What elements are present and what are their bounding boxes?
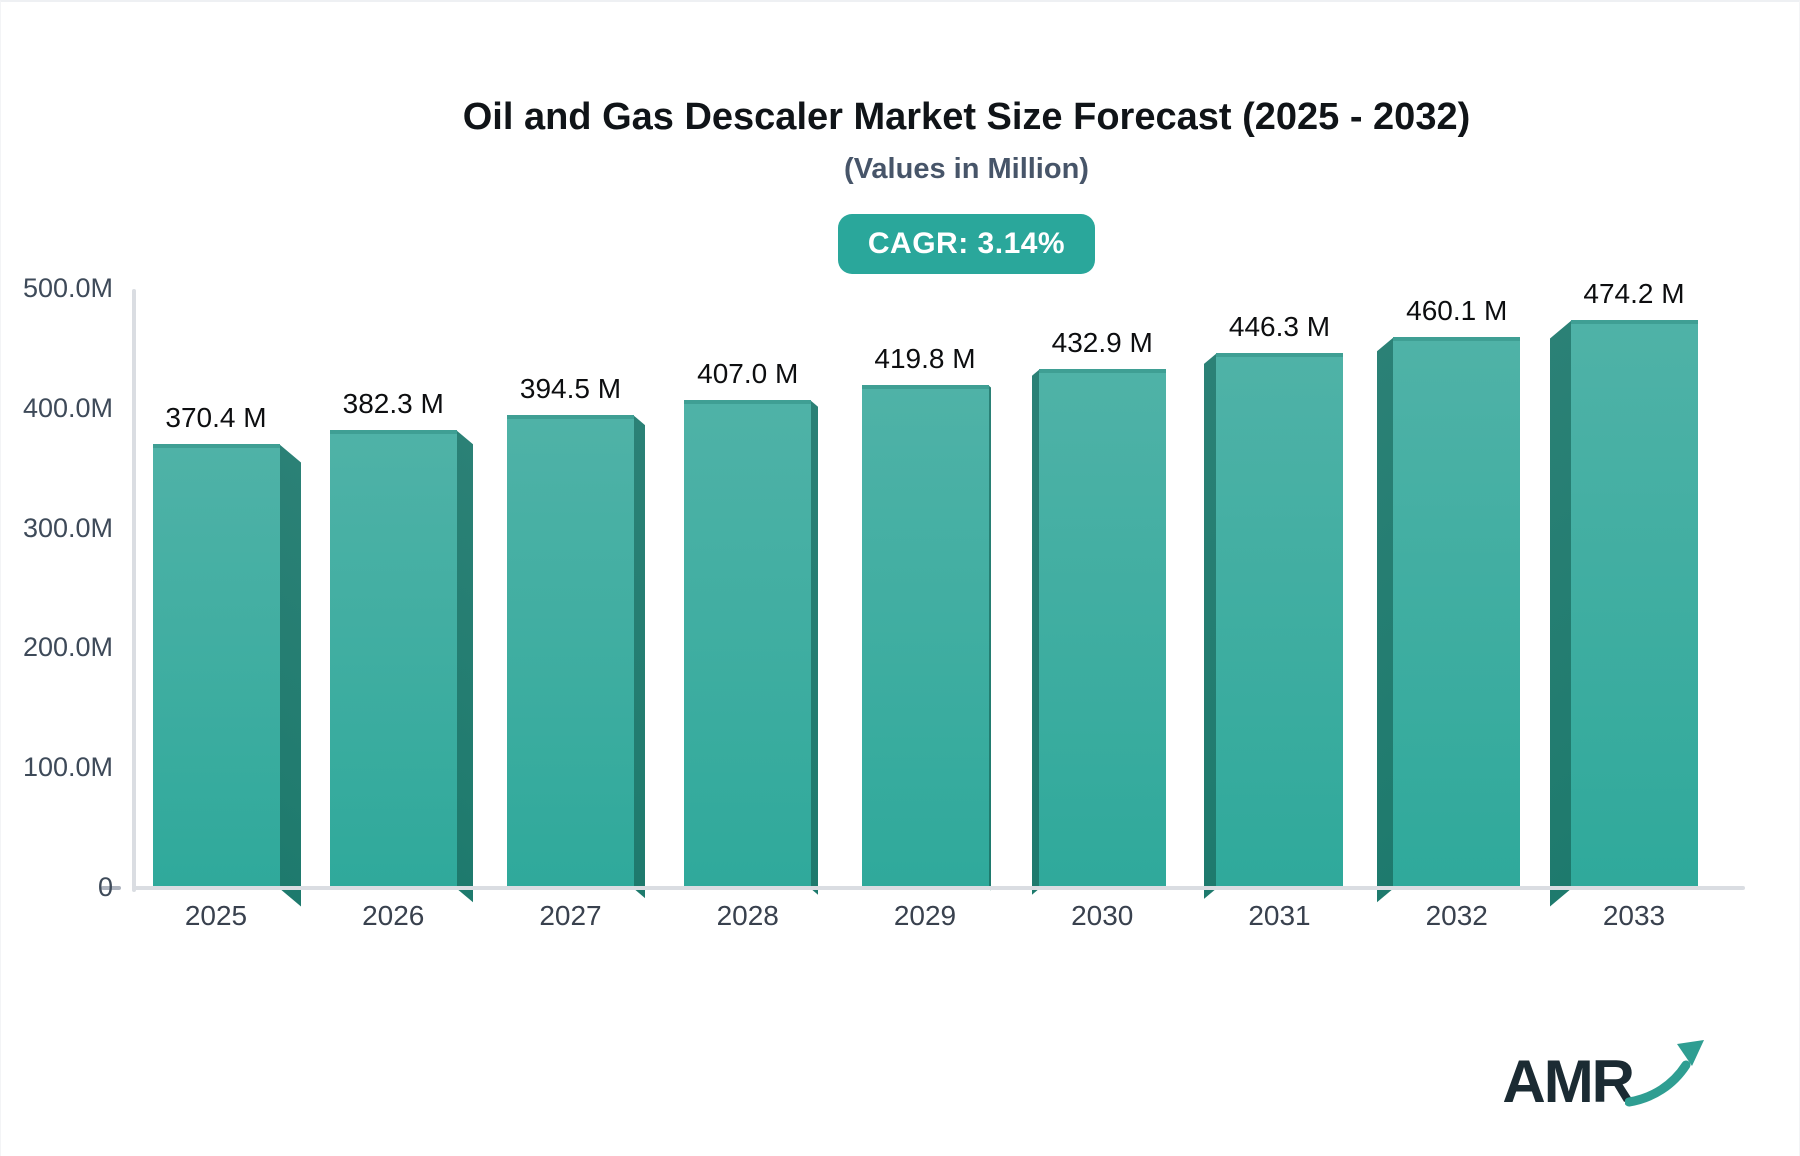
x-axis-label: 2031 <box>1248 900 1311 931</box>
x-axis-label: 2025 <box>184 900 248 931</box>
bar-side-panel <box>455 430 473 903</box>
bar-value-label: 394.5 M <box>519 373 622 405</box>
x-axis-label: 2027 <box>539 900 602 931</box>
x-axis-label: 2032 <box>1425 900 1488 931</box>
bar <box>684 400 812 888</box>
bar-side-panel <box>278 444 301 907</box>
bar-value-label: 370.4 M <box>165 402 267 434</box>
x-axis-label: 2026 <box>362 900 425 931</box>
y-axis-tick-label: 0 <box>97 872 113 902</box>
chart-header: Oil and Gas Descaler Market Size Forecas… <box>132 2 1799 274</box>
y-axis-tick-label: 100.0M <box>22 752 113 783</box>
bar-value-label: 474.2 M <box>1583 277 1685 309</box>
amr-logo: AMR <box>1502 1038 1707 1112</box>
bar <box>329 430 457 888</box>
y-axis-tick-label: 200.0M <box>22 632 113 663</box>
bar <box>1038 369 1166 888</box>
x-axis-label: 2028 <box>716 900 779 931</box>
chart-subtitle: (Values in Million) <box>844 153 1089 185</box>
y-axis-tick-label: 500.0M <box>22 273 113 303</box>
bar-side-panel <box>633 415 645 899</box>
bar <box>1570 319 1698 888</box>
bar <box>507 415 634 888</box>
bar <box>861 385 989 888</box>
bar <box>152 444 280 888</box>
bar-value-label: 432.9 M <box>1051 327 1153 359</box>
y-axis-tick-label: 400.0M <box>22 392 113 423</box>
x-axis-label: 2033 <box>1602 900 1666 931</box>
y-axis-tick-label: 300.0M <box>22 512 113 543</box>
bar-value-label: 382.3 M <box>342 388 444 419</box>
bar-value-label: 460.1 M <box>1406 294 1508 326</box>
bar-side-panel <box>1377 336 1395 903</box>
amr-logo-text: AMR <box>1502 1048 1635 1115</box>
cagr-badge: CAGR: 3.14% <box>837 214 1096 274</box>
bar-side-panel <box>1549 319 1572 907</box>
x-axis-label: 2029 <box>893 900 957 931</box>
bar <box>1393 336 1521 888</box>
bar-value-label: 407.0 M <box>697 358 799 390</box>
chart-title: Oil and Gas Descaler Market Size Forecas… <box>462 96 1471 138</box>
x-axis-label: 2030 <box>1071 900 1134 931</box>
bar-value-label: 419.8 M <box>874 343 976 375</box>
bar-value-label: 446.3 M <box>1228 311 1331 343</box>
zero-tick-mark <box>101 886 121 890</box>
bar <box>1216 353 1343 888</box>
bar-side-panel <box>810 400 819 895</box>
growth-arrow-icon <box>1625 1040 1704 1107</box>
x-axis-baseline <box>132 886 1745 890</box>
y-axis-line <box>132 289 136 892</box>
